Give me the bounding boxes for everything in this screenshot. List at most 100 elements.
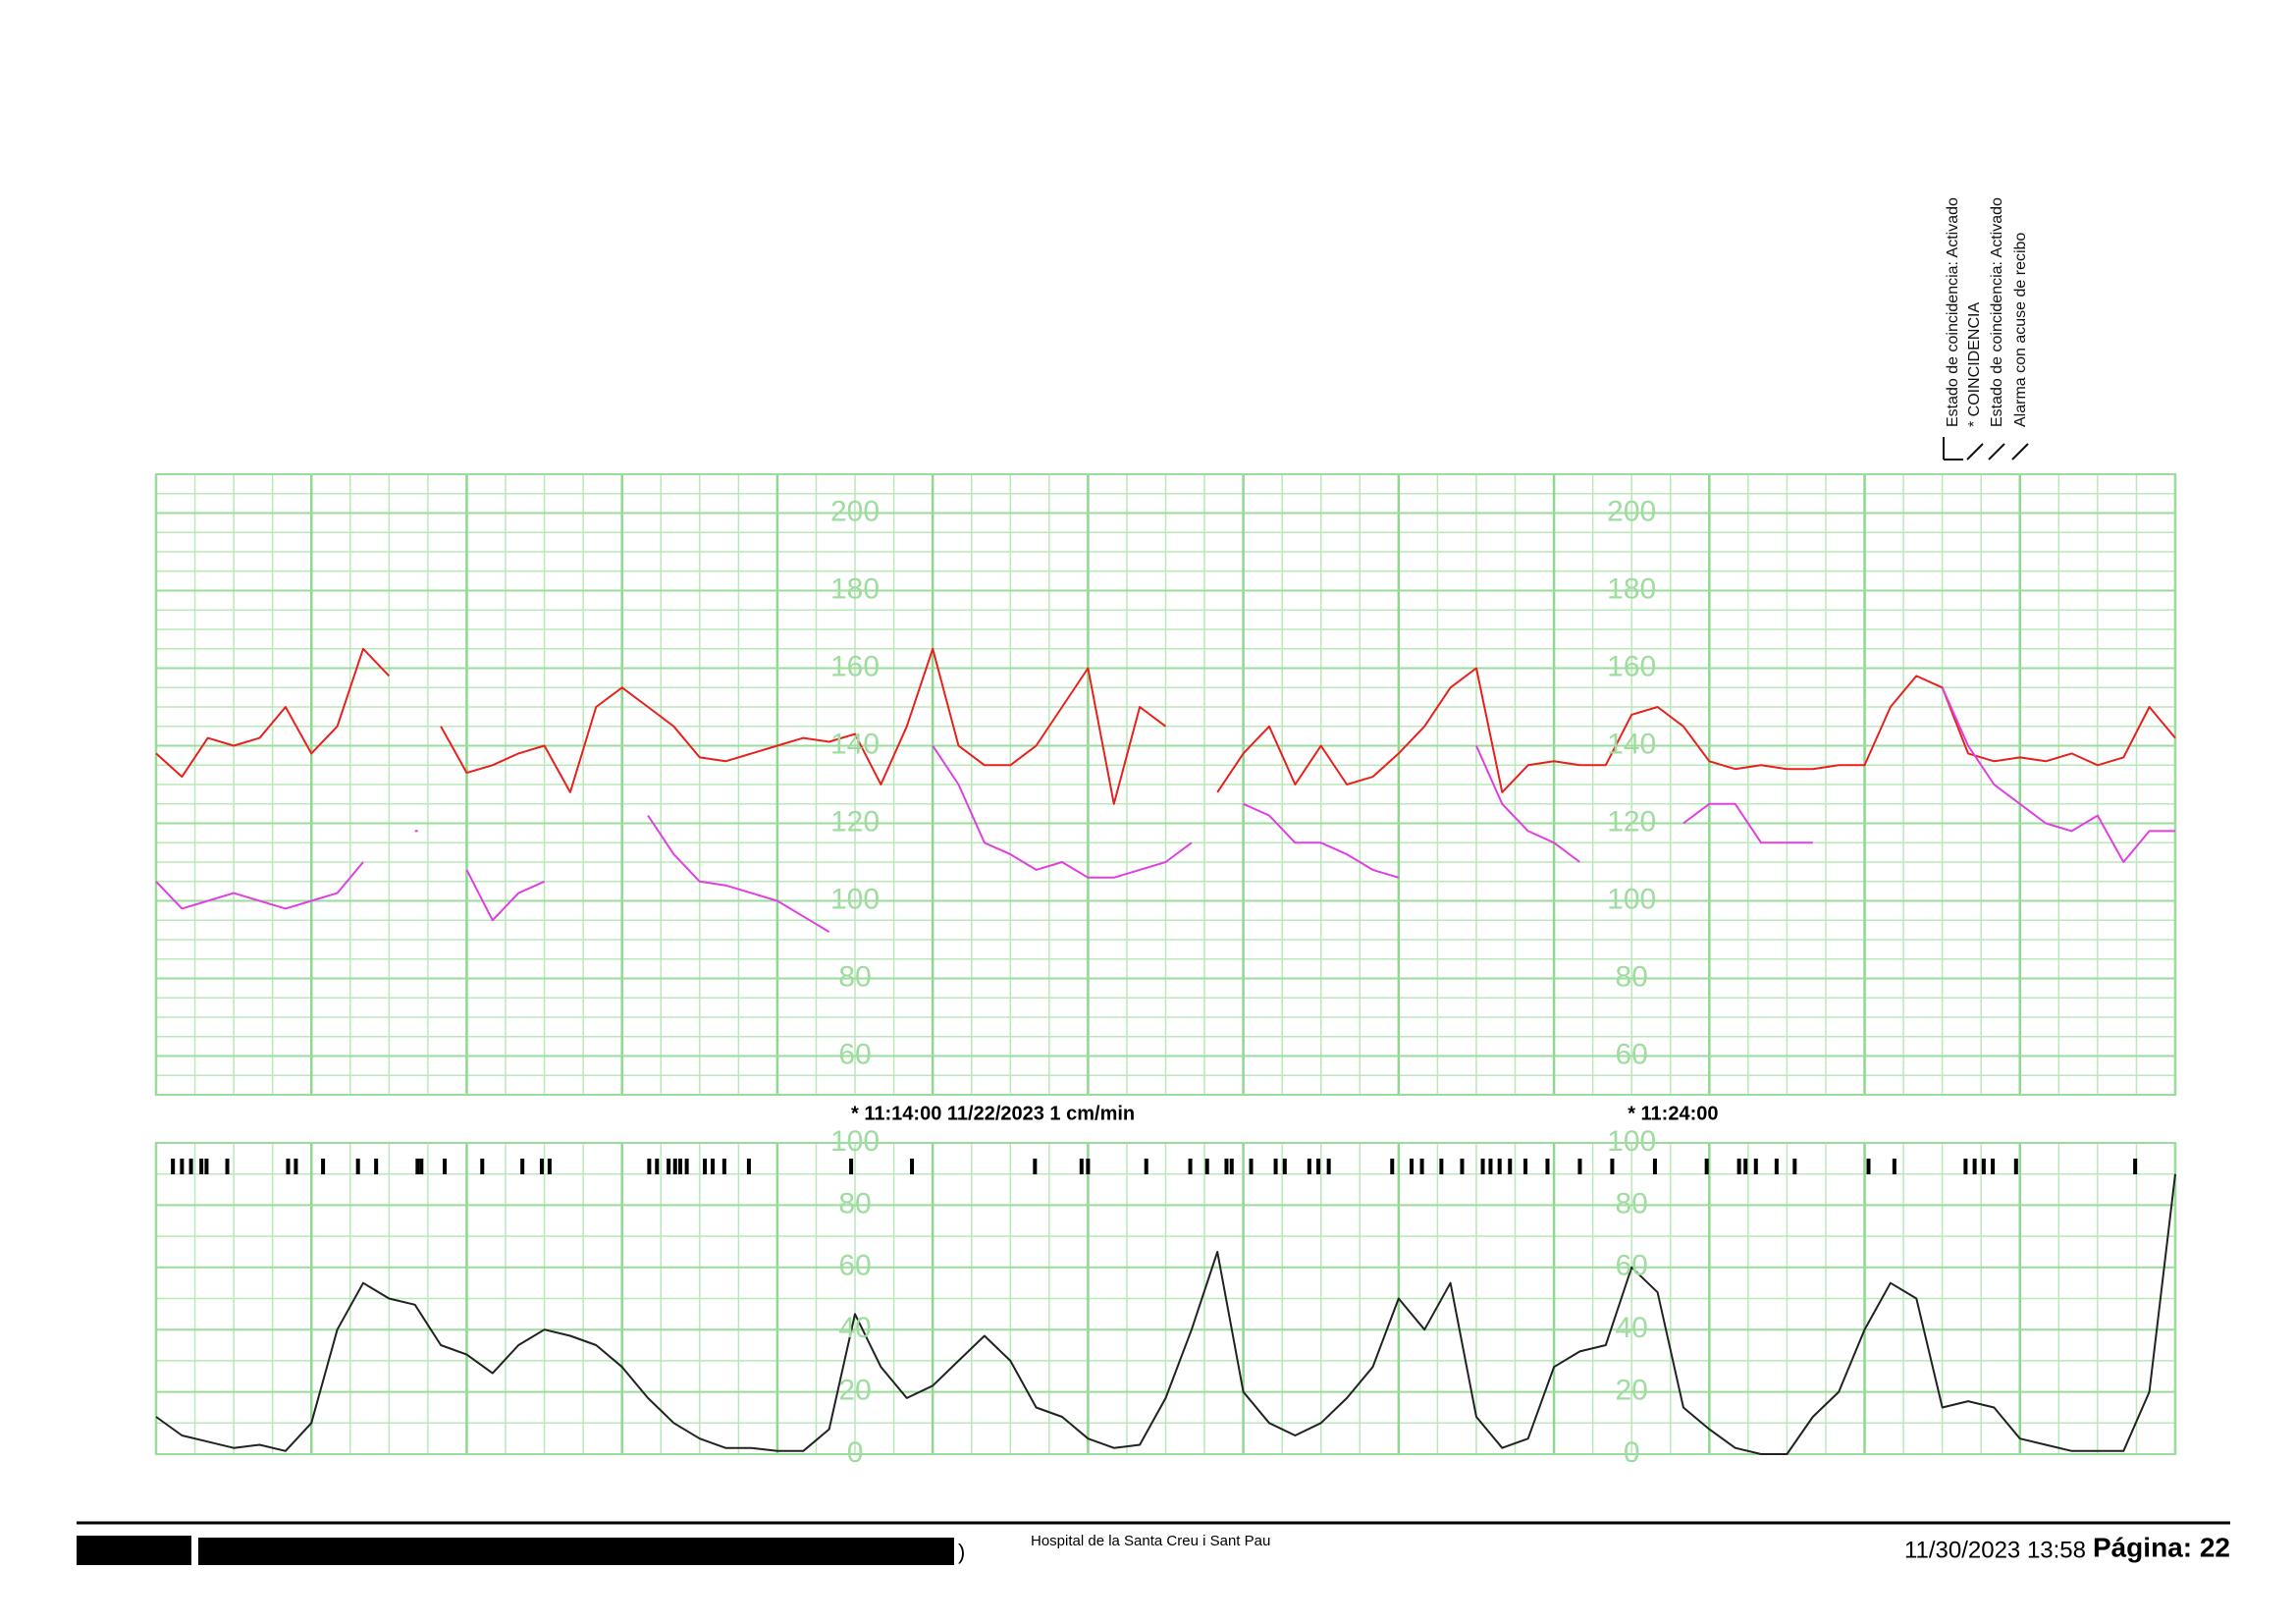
event-marker (1972, 1159, 1977, 1174)
y-tick-label: 20 (838, 1375, 871, 1407)
event-marker (1439, 1159, 1444, 1174)
event-marker (188, 1159, 193, 1174)
y-tick-label: 100 (1607, 883, 1656, 915)
event-marker (415, 1159, 420, 1174)
event-marker (703, 1159, 708, 1174)
y-tick-label: 80 (1616, 960, 1648, 993)
event-marker (1497, 1159, 1502, 1174)
y-tick-label: 100 (830, 1125, 880, 1158)
event-marker (1743, 1159, 1748, 1174)
event-marker (1307, 1159, 1311, 1174)
footer-fragment: ) (958, 1540, 965, 1564)
trace (155, 1173, 2176, 1455)
event-marker (849, 1159, 854, 1174)
y-tick-label: 160 (1607, 650, 1656, 682)
event-marker (1033, 1159, 1038, 1174)
time-label: * 11:24:00 (1628, 1103, 1718, 1124)
event-marker (1704, 1159, 1709, 1174)
event-marker (684, 1159, 689, 1174)
y-tick-label: 60 (1616, 1250, 1648, 1282)
y-tick-label: 200 (830, 495, 880, 527)
event-marker (721, 1159, 726, 1174)
event-marker (655, 1159, 660, 1174)
event-marker (1963, 1159, 1968, 1174)
time-label: * 11:14:00 11/22/2023 1 cm/min (851, 1103, 1135, 1124)
y-tick-label: 160 (830, 650, 880, 682)
event-marker (647, 1159, 652, 1174)
y-tick-label: 180 (830, 572, 880, 605)
y-tick-label: 140 (1607, 728, 1656, 760)
event-marker (419, 1159, 424, 1174)
event-marker (1480, 1159, 1485, 1174)
event-marker (1792, 1159, 1797, 1174)
y-tick-label: 120 (830, 805, 880, 838)
y-tick-label: 0 (847, 1436, 864, 1469)
header-note: Alarma con acuse de recibo (2012, 233, 2029, 427)
event-marker (2013, 1159, 2018, 1174)
y-tick-label: 20 (1616, 1375, 1648, 1407)
y-tick-label: 40 (838, 1312, 871, 1344)
event-marker (1892, 1159, 1896, 1174)
plot-frame (155, 473, 2176, 1096)
event-marker (1229, 1159, 1234, 1174)
event-marker (2133, 1159, 2138, 1174)
y-tick-label: 120 (1607, 805, 1656, 838)
event-marker (1326, 1159, 1331, 1174)
event-marker (286, 1159, 291, 1174)
event-marker (1316, 1159, 1321, 1174)
event-marker (321, 1159, 326, 1174)
y-tick-label: 0 (1624, 1436, 1640, 1469)
event-marker (1523, 1159, 1528, 1174)
y-tick-label: 80 (1616, 1187, 1648, 1219)
event-marker (1991, 1159, 1996, 1174)
note-glyphs (1943, 437, 2029, 460)
y-tick-label: 200 (1607, 495, 1656, 527)
event-marker (1488, 1159, 1493, 1174)
y-tick-label: 180 (1607, 572, 1656, 605)
header-note: Estado de coincidencia: Activado (1945, 197, 1961, 427)
footer: ) Hospital de la Santa Creu i Sant Pau 1… (77, 1521, 2230, 1565)
header-note: Estado de coincidencia: Activado (1989, 197, 2005, 427)
event-marker (1086, 1159, 1091, 1174)
event-marker (678, 1159, 683, 1174)
y-tick-label: 100 (1607, 1125, 1656, 1158)
event-marker (539, 1159, 544, 1174)
event-marker (1981, 1159, 1986, 1174)
event-marker (1774, 1159, 1779, 1174)
event-marker (672, 1159, 677, 1174)
grid (154, 1142, 2177, 1455)
event-marker (547, 1159, 552, 1174)
y-tick-label: 40 (1616, 1312, 1648, 1344)
event-marker (1079, 1159, 1084, 1174)
event-marker (1249, 1159, 1254, 1174)
event-marker (199, 1159, 204, 1174)
event-marker (1419, 1159, 1424, 1174)
event-marker (1273, 1159, 1278, 1174)
y-tick-label: 100 (830, 883, 880, 915)
print-timestamp: 11/30/2023 13:58 (1904, 1537, 2086, 1563)
y-tick-label: 80 (838, 1187, 871, 1219)
event-marker (1736, 1159, 1741, 1174)
y-tick-label: 60 (838, 1250, 871, 1282)
event-marker (171, 1159, 176, 1174)
event-marker (667, 1159, 671, 1174)
y-tick-label: 140 (830, 728, 880, 760)
grid (154, 473, 2177, 1096)
y-tick-label: 80 (838, 960, 871, 993)
event-marker (180, 1159, 185, 1174)
event-marker (520, 1159, 525, 1174)
event-marker (1282, 1159, 1287, 1174)
event-marker (1410, 1159, 1415, 1174)
event-marker (1390, 1159, 1395, 1174)
event-marker (1866, 1159, 1871, 1174)
redaction (198, 1538, 954, 1565)
event-marker (294, 1159, 298, 1174)
event-marker (1577, 1159, 1582, 1174)
event-marker (443, 1159, 448, 1174)
event-marker (480, 1159, 485, 1174)
event-marker (710, 1159, 715, 1174)
event-marker (204, 1159, 209, 1174)
event-marker (1652, 1159, 1657, 1174)
event-marker (1460, 1159, 1465, 1174)
